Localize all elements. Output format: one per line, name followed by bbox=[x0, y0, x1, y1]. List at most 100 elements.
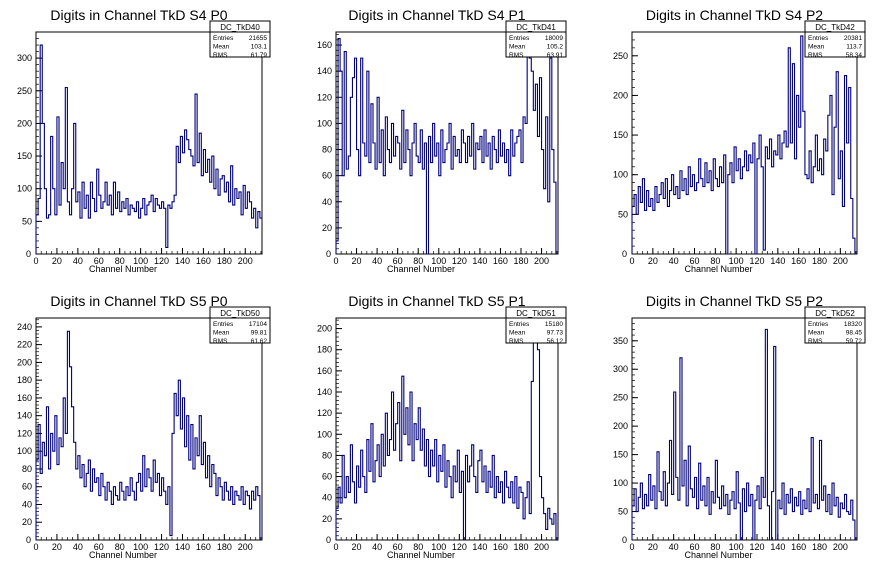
x-tick-label: 180 bbox=[513, 542, 528, 552]
x-axis-label: Channel Number bbox=[684, 264, 752, 274]
x-tick-label: 40 bbox=[73, 256, 83, 266]
y-tick-label: 140 bbox=[317, 387, 332, 397]
y-tick-label: 50 bbox=[618, 507, 628, 517]
stats-box-name: DC_TkD52 bbox=[815, 309, 855, 318]
stats-value: 61.62 bbox=[251, 338, 268, 345]
y-tick-label: 200 bbox=[17, 118, 32, 128]
stats-value: 18009 bbox=[545, 35, 563, 42]
stats-value: 56.12 bbox=[547, 338, 564, 345]
stats-label: RMS bbox=[213, 52, 228, 59]
plot-frame bbox=[35, 31, 263, 255]
histogram-panel-3: Digits in Channel TkD S4 P2 Channel Numbe… bbox=[613, 7, 866, 274]
stats-value: 20381 bbox=[844, 35, 862, 42]
x-tick-label: 80 bbox=[115, 256, 125, 266]
x-tick-label: 0 bbox=[33, 256, 38, 266]
y-tick-label: 40 bbox=[22, 499, 32, 509]
y-tick-label: 40 bbox=[322, 493, 332, 503]
stats-box: DC_TkD52 Entries 18320 Mean 98.45 RMS 59.72 bbox=[804, 306, 866, 345]
y-tick-label: 60 bbox=[322, 171, 332, 181]
x-tick-label: 200 bbox=[833, 542, 848, 552]
histogram-series bbox=[36, 330, 262, 540]
x-tick-label: 160 bbox=[493, 256, 508, 266]
stats-label: Mean bbox=[213, 330, 230, 337]
histogram-series bbox=[336, 37, 558, 254]
x-tick-label: 120 bbox=[154, 542, 169, 552]
stats-label: RMS bbox=[213, 338, 228, 345]
x-tick-label: 80 bbox=[413, 256, 423, 266]
y-tick-label: 20 bbox=[322, 223, 332, 233]
y-tick-label: 80 bbox=[22, 464, 32, 474]
y-tick-label: 200 bbox=[317, 324, 332, 334]
y-tick-label: 120 bbox=[17, 428, 32, 438]
stats-box: DC_TkD40 Entries 21655 Mean 103.1 RMS 61.79 bbox=[209, 20, 271, 59]
stats-value: 59.72 bbox=[846, 338, 863, 345]
y-tick-label: 0 bbox=[26, 535, 31, 545]
x-tick-label: 120 bbox=[749, 542, 764, 552]
x-tick-label: 0 bbox=[629, 542, 634, 552]
stats-box: DC_TkD51 Entries 15180 Mean 97.73 RMS 56.12 bbox=[505, 306, 567, 345]
plot-frame bbox=[335, 317, 559, 541]
y-tick-label: 300 bbox=[17, 53, 32, 63]
x-tick-label: 140 bbox=[770, 542, 785, 552]
stats-label: Entries bbox=[509, 321, 530, 328]
x-tick-label: 140 bbox=[175, 542, 190, 552]
y-tick-label: 150 bbox=[17, 151, 32, 161]
histogram-panel-5: Digits in Channel TkD S5 P1 Channel Numbe… bbox=[317, 293, 567, 560]
histogram-panel-1: Digits in Channel TkD S4 P0 Channel Numbe… bbox=[17, 7, 271, 274]
x-tick-label: 140 bbox=[472, 256, 487, 266]
y-tick-label: 100 bbox=[317, 118, 332, 128]
y-tick-label: 250 bbox=[613, 51, 628, 61]
stats-label: RMS bbox=[808, 338, 823, 345]
stats-value: 18320 bbox=[844, 321, 862, 328]
x-tick-label: 180 bbox=[217, 542, 232, 552]
stats-box-name: DC_TkD51 bbox=[516, 309, 556, 318]
plot-frame bbox=[35, 317, 263, 541]
x-tick-label: 60 bbox=[393, 542, 403, 552]
y-tick-label: 150 bbox=[613, 130, 628, 140]
x-tick-label: 80 bbox=[115, 542, 125, 552]
y-tick-label: 180 bbox=[17, 375, 32, 385]
stats-label: RMS bbox=[808, 52, 823, 59]
y-tick-label: 40 bbox=[322, 197, 332, 207]
y-tick-label: 0 bbox=[26, 249, 31, 259]
y-tick-label: 100 bbox=[17, 184, 32, 194]
histogram-panel-4: Digits in Channel TkD S5 P0 Channel Numbe… bbox=[17, 293, 271, 560]
stats-box-name: DC_TkD42 bbox=[815, 23, 855, 32]
stats-value: 21655 bbox=[249, 35, 267, 42]
y-tick-label: 200 bbox=[17, 357, 32, 367]
y-tick-label: 140 bbox=[317, 66, 332, 76]
x-tick-label: 40 bbox=[669, 542, 679, 552]
x-tick-label: 200 bbox=[534, 256, 549, 266]
stats-label: Mean bbox=[213, 44, 230, 51]
x-tick-label: 140 bbox=[472, 542, 487, 552]
y-tick-label: 160 bbox=[317, 40, 332, 50]
chart-title: Digits in Channel TkD S4 P0 bbox=[50, 7, 227, 23]
stats-label: Mean bbox=[808, 44, 825, 51]
x-tick-label: 200 bbox=[534, 542, 549, 552]
stats-box: DC_TkD42 Entries 20381 Mean 113.7 RMS 58.34 bbox=[804, 20, 866, 59]
y-tick-label: 0 bbox=[326, 249, 331, 259]
y-tick-label: 80 bbox=[322, 450, 332, 460]
x-tick-label: 160 bbox=[493, 542, 508, 552]
stats-label: Mean bbox=[509, 330, 526, 337]
x-tick-label: 100 bbox=[431, 542, 446, 552]
stats-box: DC_TkD50 Entries 17104 Mean 99.81 RMS 61.62 bbox=[209, 306, 271, 345]
y-tick-label: 300 bbox=[613, 364, 628, 374]
x-tick-label: 80 bbox=[710, 256, 720, 266]
y-tick-label: 100 bbox=[613, 478, 628, 488]
stats-value: 103.1 bbox=[251, 44, 268, 51]
stats-box-frame bbox=[505, 20, 567, 58]
x-tick-label: 120 bbox=[452, 542, 467, 552]
x-tick-label: 0 bbox=[333, 256, 338, 266]
x-tick-label: 180 bbox=[513, 256, 528, 266]
y-tick-label: 200 bbox=[613, 90, 628, 100]
x-tick-label: 200 bbox=[238, 542, 253, 552]
x-tick-label: 40 bbox=[372, 542, 382, 552]
stats-value: 61.79 bbox=[251, 52, 268, 59]
x-axis-label: Channel Number bbox=[387, 550, 455, 560]
chart-title: Digits in Channel TkD S5 P2 bbox=[646, 293, 823, 309]
x-tick-label: 120 bbox=[452, 256, 467, 266]
histogram-series bbox=[632, 35, 857, 254]
x-axis-label: Channel Number bbox=[684, 550, 752, 560]
x-tick-label: 20 bbox=[648, 256, 658, 266]
